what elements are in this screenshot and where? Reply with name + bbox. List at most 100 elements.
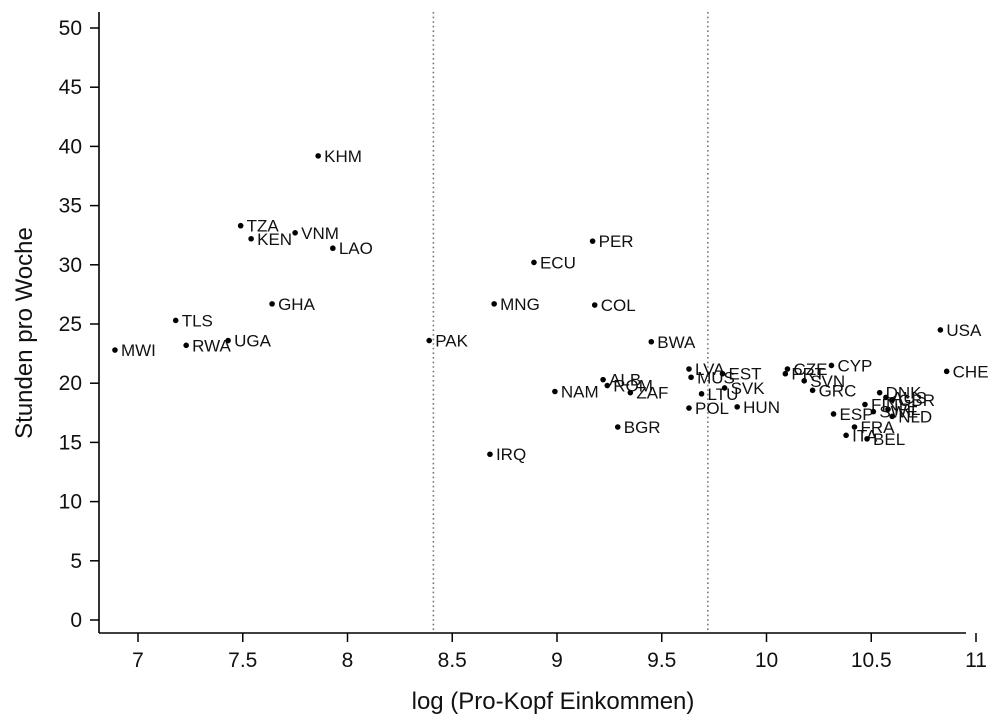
data-point-label: NAM [561,382,599,401]
data-point [686,366,692,372]
data-point [883,394,889,401]
data-point-label: IRQ [496,445,526,464]
x-ticks: 7 7.5 8 8.5 9 9.5 10 10.5 11 [132,633,987,672]
data-point-label: IRL [894,400,920,419]
y-tick-label: 20 [59,372,82,395]
data-point [552,388,558,395]
data-point [225,337,231,344]
y-axis-title: Stunden pro Woche [11,227,38,439]
data-point-label: DNK [886,384,923,403]
data-point [809,387,816,394]
data-point-label: BGR [624,418,661,437]
data-point-label: LTU [708,385,739,404]
data-point [172,317,179,324]
data-point-label: KEN [257,230,292,249]
data-point-label: NLD [898,407,932,426]
data-point-label: LAO [339,239,373,258]
data-point-label: ALB [609,371,641,390]
x-tick-label: 8.5 [438,649,467,672]
data-point-label: FRA [860,418,895,437]
data-point-label: TZA [247,217,280,236]
data-point [937,327,944,333]
data-point-label: ZAF [636,384,668,403]
data-point-label: SVK [731,379,766,398]
data-point [600,376,606,383]
data-point-label: CZE [793,360,827,379]
data-point [604,382,611,389]
data-point [782,370,789,377]
x-tick-label: 8 [342,649,354,672]
data-point [330,245,336,252]
data-point [112,347,118,353]
data-point [648,338,655,345]
data-point-label: USA [946,321,982,340]
data-point-label: GHA [278,295,316,314]
data-point-label: KHM [324,147,362,166]
data-point [698,391,705,397]
data-point-label: ITA [852,426,878,445]
x-tick-label: 7.5 [228,649,257,672]
x-tick-label: 9.5 [647,649,676,672]
data-point [828,362,835,369]
data-point-label: LVA [695,360,725,379]
data-point-label: BWA [657,333,696,352]
axes [98,12,966,634]
data-point [876,389,883,396]
data-point [627,389,634,396]
data-point-label: HUN [743,398,780,417]
data-point-label: ECU [540,253,576,272]
data-point-label: FIN [871,396,898,415]
data-point [315,153,321,159]
x-axis-title: log (Pro-Kopf Einkommen) [412,688,695,715]
data-point [843,432,849,439]
data-point [589,238,596,244]
data-point [614,424,621,430]
data-point [248,235,254,242]
data-point-label: COL [601,296,636,315]
data-point [870,408,877,415]
data-point-label: SVN [810,372,845,391]
data-point [491,301,497,307]
y-tick-label: 0 [70,609,82,632]
data-point [531,259,537,266]
data-point [889,413,895,420]
x-tick-label: 9 [551,649,563,672]
data-point [688,374,694,381]
data-point-label: MNG [500,295,540,314]
data-point-label: POL [695,399,729,418]
y-tick-label: 15 [59,431,82,454]
data-point-label: PAK [435,332,468,351]
data-point [734,404,740,410]
data-point [801,378,808,384]
x-tick-label: 10 [755,649,778,672]
data-point [591,302,598,308]
data-point [889,396,895,403]
data-point-label: GRC [819,381,857,400]
y-tick-label: 45 [59,76,82,99]
data-point [864,436,870,442]
y-tick-label: 50 [59,17,82,40]
y-tick-label: 30 [59,254,82,277]
data-point [686,405,692,411]
data-point-label: BEL [873,430,905,449]
data-point-label: PER [599,232,634,251]
data-point-label: AUS [892,388,927,407]
y-tick-label: 5 [70,550,82,573]
data-point-label: TLS [182,311,213,330]
data-point [426,337,433,344]
x-tick-label: 7 [132,649,144,672]
data-point-label: VNM [301,224,339,243]
data-point [719,370,726,377]
data-point [830,411,837,417]
data-point-label: UGA [234,332,272,351]
data-point-label: CHE [953,362,989,381]
y-tick-label: 10 [59,491,82,514]
data-point-label: GBR [898,391,935,410]
data-point-label: CYP [837,356,872,375]
data-point-label: SWE [879,403,918,422]
x-tick-label: 11 [965,649,987,672]
data-point-label: ROM [613,377,653,396]
data-point [183,342,189,349]
